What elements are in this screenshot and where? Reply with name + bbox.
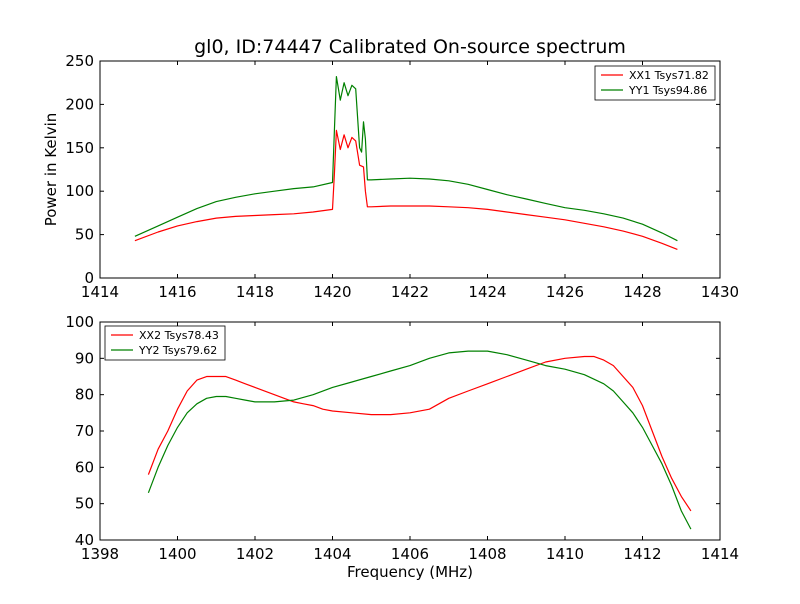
chart-panel-1: 1414 1416 1418 1420 1422 1424 1426 1428 1430 0 50 1…: [42, 52, 739, 301]
series-line-2-1: [147, 355, 692, 512]
x-tick-label: 1402: [236, 545, 274, 563]
x-tick-label: 1414: [81, 283, 119, 301]
y-tick-label: 90: [75, 349, 94, 367]
y-tick-label: 100: [65, 182, 94, 200]
x-tick-label: 1422: [391, 283, 429, 301]
x-axis-label: Frequency (MHz): [347, 563, 473, 581]
series-line-1-2: [134, 76, 678, 242]
x-tick-label: 1400: [158, 545, 196, 563]
x-tick-label: 1428: [623, 283, 661, 301]
legend-label: XX2 Tsys78.43: [139, 329, 219, 342]
legend: XX2 Tsys78.43 YY2 Tsys79.62: [104, 325, 226, 361]
series-line-1-1: [134, 129, 678, 250]
x-tick-label: 1410: [546, 545, 584, 563]
x-tick-label: 1416: [158, 283, 196, 301]
y-tick-label: 250: [65, 52, 94, 70]
y-tick-label: 0: [84, 269, 94, 287]
x-tick-label: 1430: [701, 283, 739, 301]
y-tick-label: 70: [75, 422, 94, 440]
legend-label: YY2 Tsys79.62: [138, 344, 217, 357]
y-tick-label: 80: [75, 386, 94, 404]
legend-label: YY1 Tsys94.86: [628, 84, 707, 97]
x-tick-label: 1424: [468, 283, 506, 301]
x-tick-label: 1398: [81, 545, 119, 563]
y-tick-label: 60: [75, 458, 94, 476]
y-tick-label: 150: [65, 139, 94, 157]
x-tick-label: 1404: [313, 545, 351, 563]
chart-title: gl0, ID:74447 Calibrated On-source spect…: [194, 36, 626, 58]
y-tick-label: 50: [75, 495, 94, 513]
series-line-2-2: [147, 350, 692, 530]
y-tick-label: 40: [75, 531, 94, 549]
legend-box: [594, 65, 716, 101]
y-tick-label: 100: [65, 313, 94, 331]
x-tick-label: 1426: [546, 283, 584, 301]
x-tick-label: 1408: [468, 545, 506, 563]
x-tick-label: 1406: [391, 545, 429, 563]
legend-label: XX1 Tsys71.82: [629, 69, 709, 82]
legend: XX1 Tsys71.82 YY1 Tsys94.86: [594, 65, 716, 101]
x-tick-label: 1420: [313, 283, 351, 301]
y-tick-label: 50: [75, 226, 94, 244]
x-tick-label: 1412: [623, 545, 661, 563]
legend-box: [104, 325, 226, 361]
x-tick-label: 1414: [701, 545, 739, 563]
chart-panel-2: 1398 1400 1402 1404 1406 1408 1410 1412 1414 40 50…: [65, 313, 739, 581]
y-tick-label: 200: [65, 95, 94, 113]
x-tick-label: 1418: [236, 283, 274, 301]
y-axis-label: Power in Kelvin: [42, 113, 60, 227]
